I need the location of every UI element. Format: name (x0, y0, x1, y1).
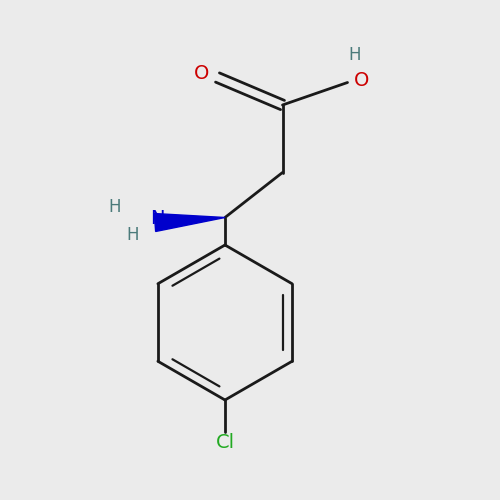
Text: O: O (354, 70, 369, 90)
Text: Cl: Cl (216, 433, 234, 452)
Text: N: N (150, 209, 165, 228)
Text: O: O (194, 64, 209, 83)
Text: H: H (349, 46, 361, 64)
Text: H: H (126, 226, 139, 244)
Text: H: H (109, 198, 121, 216)
Polygon shape (154, 214, 225, 232)
